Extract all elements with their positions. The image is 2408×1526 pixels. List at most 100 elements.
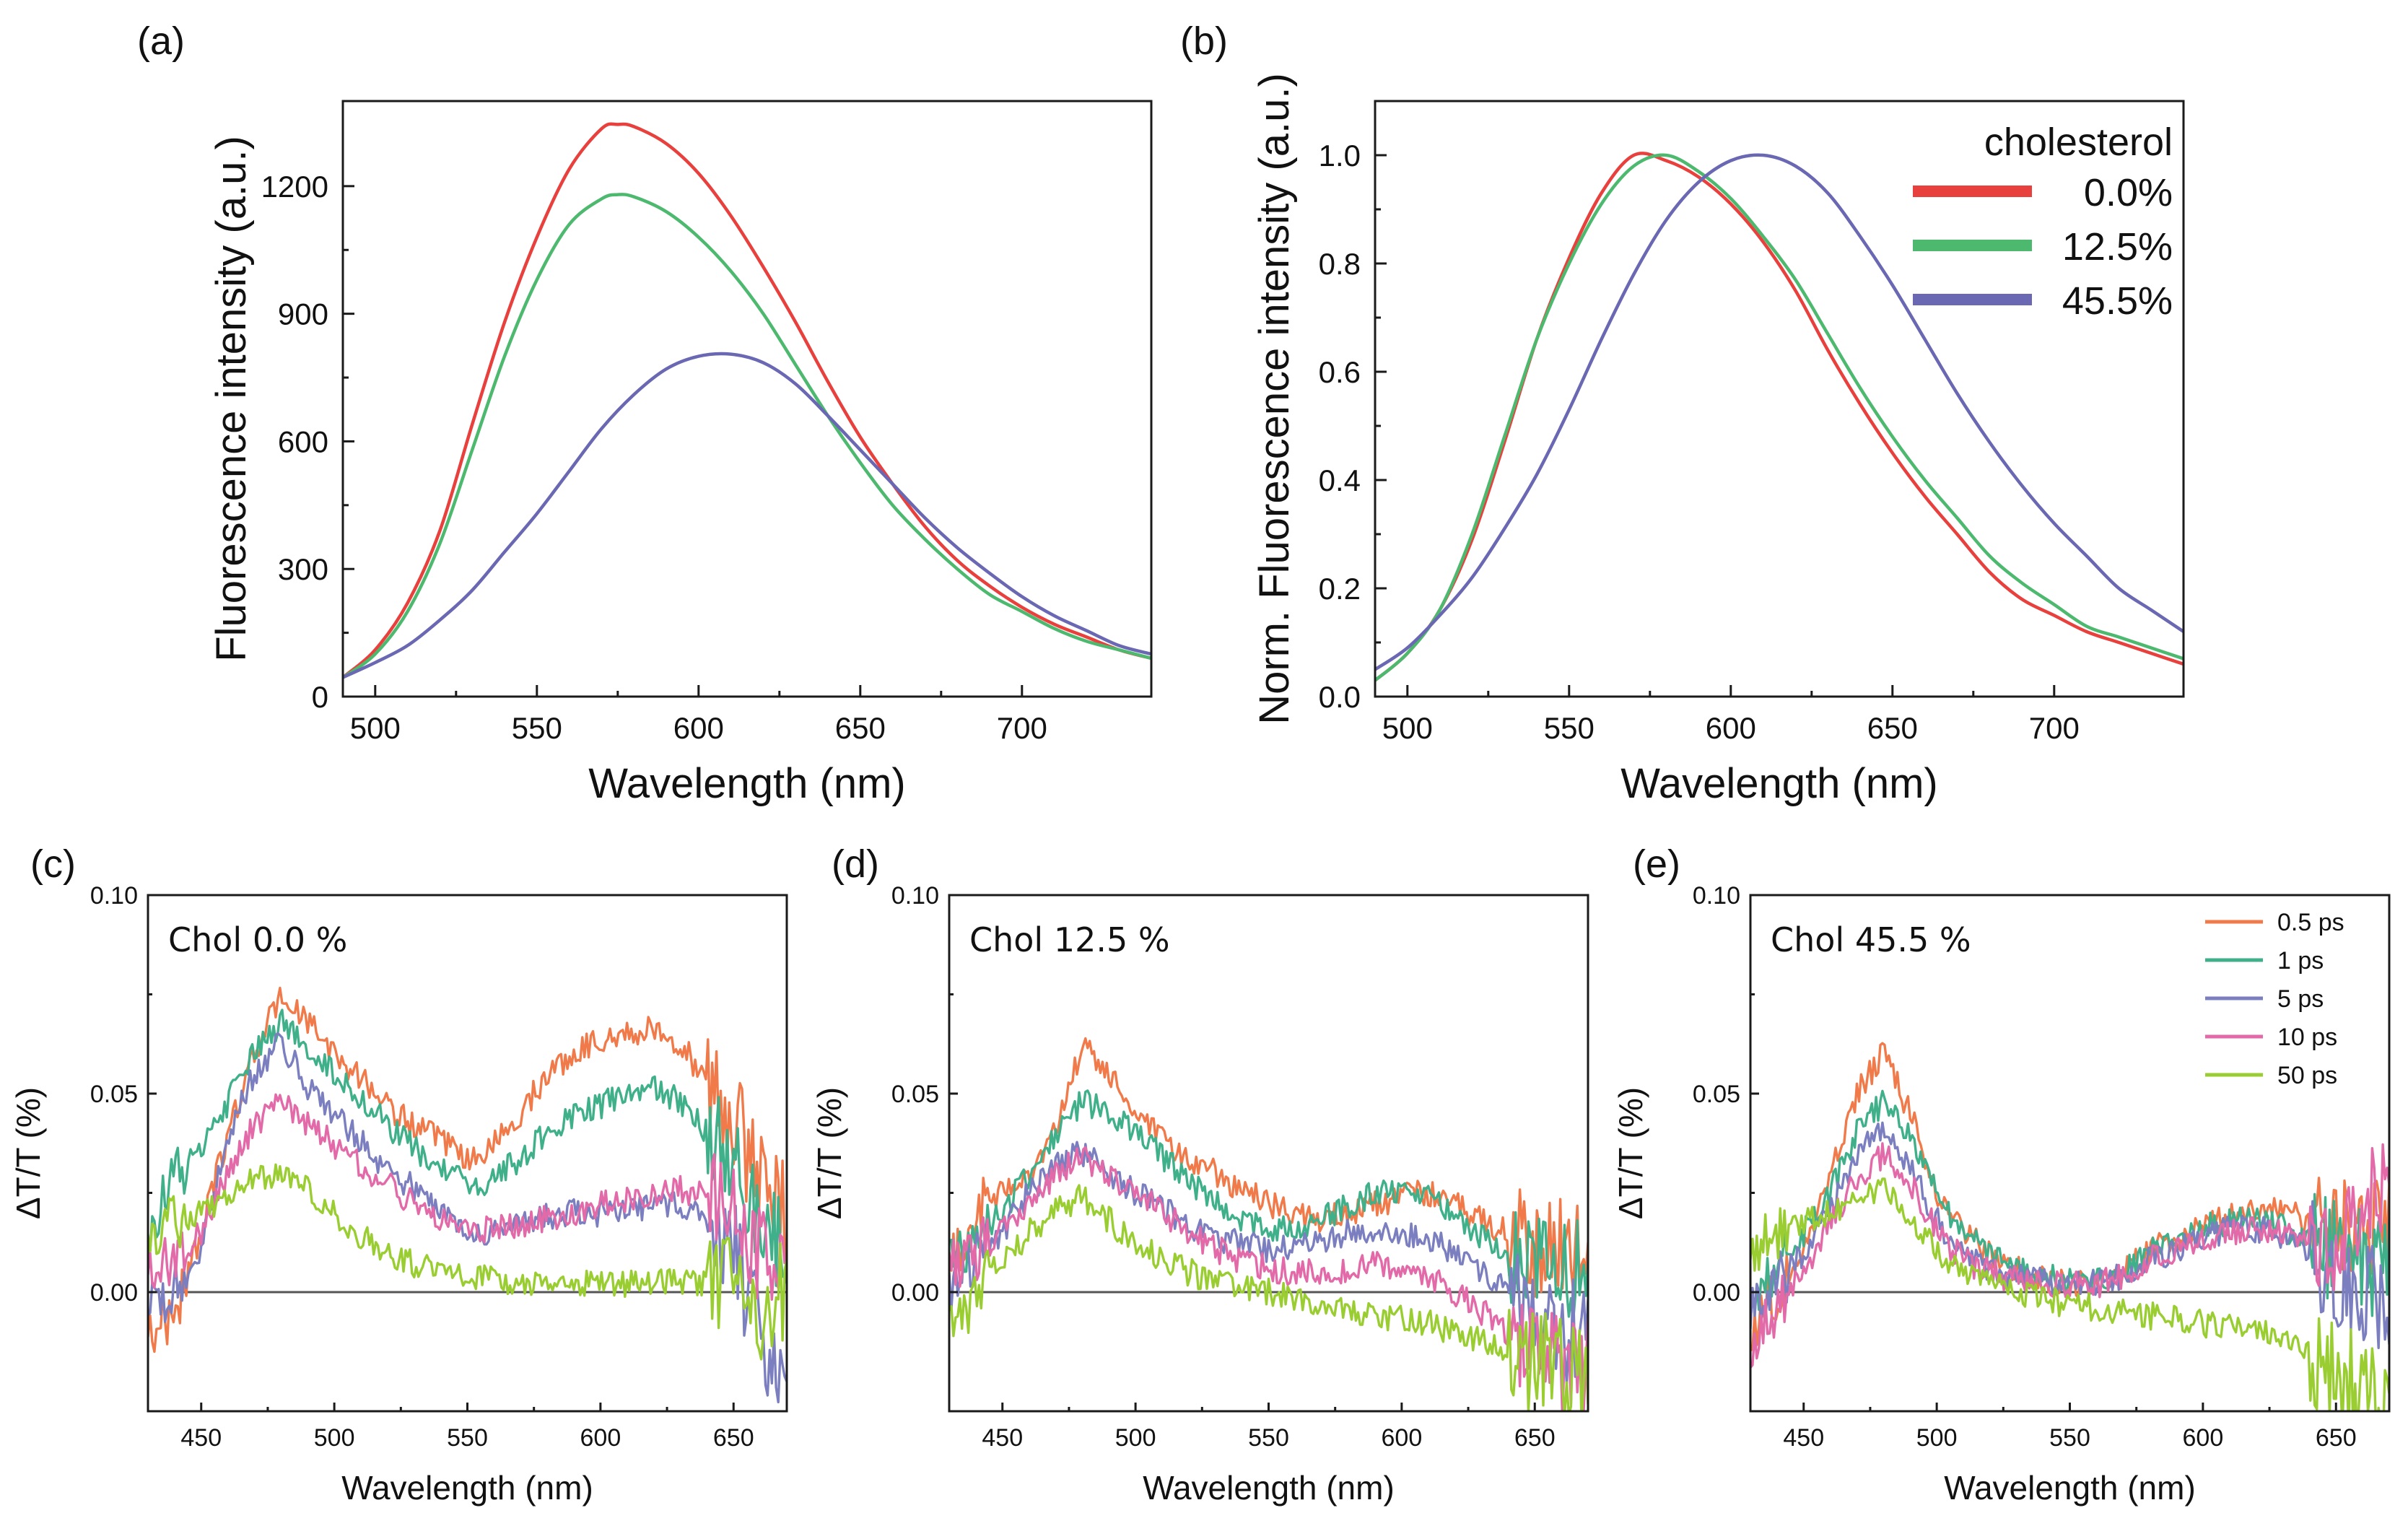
x-axis-label: Wavelength (nm)	[1620, 760, 1937, 807]
series-0-5-ps-line	[148, 986, 787, 1353]
x-tick-label: 450	[1783, 1424, 1824, 1452]
x-tick-label: 450	[180, 1424, 222, 1452]
y-tick-label: 0.2	[1319, 572, 1361, 606]
legend-label: 10 ps	[2277, 1024, 2337, 1051]
y-axis-label: ΔT/T (%)	[9, 1087, 47, 1219]
panel-label: (b)	[1180, 19, 1228, 63]
panel-a: 500 550 600 650 700 0 300 600 900 1200 Wavelength …	[137, 19, 1153, 807]
series-group	[1750, 1042, 2389, 1411]
legend-label: 5 ps	[2277, 985, 2324, 1013]
x-tick-label: 600	[2183, 1424, 2224, 1452]
y-tick-label: 0.10	[90, 882, 138, 910]
x-axis-label: Wavelength (nm)	[1944, 1469, 2196, 1507]
y-tick-label: 0.10	[891, 882, 939, 910]
x-tick-label: 500	[1382, 711, 1433, 745]
legend-title: cholesterol	[1984, 121, 2173, 164]
series-0-0-line	[1375, 152, 2184, 682]
y-tick-label: 0.05	[90, 1081, 138, 1108]
series-10-ps-line	[1750, 1142, 2389, 1369]
x-tick-label: 600	[1706, 711, 1756, 745]
y-tick-label: 600	[278, 424, 328, 458]
y-tick-label: 0.10	[1693, 882, 1740, 910]
x-tick-label: 650	[713, 1424, 754, 1452]
x-tick-label: 700	[2029, 711, 2080, 745]
x-tick-label: 500	[314, 1424, 355, 1452]
annotation-text: Chol 45.5 %	[1771, 920, 1971, 959]
annotation-text: Chol 0.0 %	[168, 920, 347, 959]
y-tick-label: 0	[312, 680, 328, 714]
y-axis-label: ΔT/T (%)	[811, 1087, 848, 1219]
y-tick-label: 0.0	[1319, 680, 1361, 714]
x-tick-label: 500	[1115, 1424, 1156, 1452]
series-group	[1375, 152, 2184, 682]
x-tick-label: 550	[447, 1424, 488, 1452]
y-tick-label: 900	[278, 297, 328, 331]
x-tick-label: 550	[1248, 1424, 1289, 1452]
y-axis-label: ΔT/T (%)	[1612, 1087, 1649, 1219]
series-1-ps-line	[1750, 1089, 2389, 1317]
annotation-text: Chol 12.5 %	[969, 920, 1170, 959]
series-45-5-line	[343, 352, 1151, 679]
series-10-ps-line	[949, 1146, 1588, 1411]
x-tick-label: 650	[1514, 1424, 1556, 1452]
legend-label: 0.5 ps	[2277, 909, 2344, 936]
x-tick-label: 650	[1867, 711, 1918, 745]
panel-label: (c)	[30, 842, 76, 886]
x-tick-label: 650	[2316, 1424, 2357, 1452]
y-tick-label: 0.4	[1319, 463, 1361, 497]
x-axis-label: Wavelength (nm)	[341, 1469, 593, 1507]
x-tick-label: 550	[2049, 1424, 2090, 1452]
x-tick-label: 550	[1544, 711, 1595, 745]
x-tick-label: 600	[1382, 1424, 1423, 1452]
y-tick-label: 300	[278, 552, 328, 586]
panel-label: (d)	[832, 842, 879, 886]
series-0-0-line	[343, 122, 1151, 679]
legend-label: 45.5%	[2062, 279, 2173, 323]
series-50-ps-line	[1750, 1177, 2389, 1411]
legend-label: 50 ps	[2277, 1062, 2337, 1089]
panel-d: 450 500 550 600 650 0.00 0.05 0.10 Wavelength (n…	[811, 842, 1589, 1507]
y-tick-label: 1.0	[1319, 139, 1361, 173]
x-tick-label: 600	[580, 1424, 621, 1452]
series-12-5-line	[343, 193, 1151, 679]
y-axis-label: Norm. Fluorescence intensity (a.u.)	[1251, 73, 1298, 725]
series-50-ps-line	[148, 1163, 787, 1361]
series-0-5-ps-line	[949, 1037, 1588, 1298]
x-tick-label: 700	[997, 711, 1047, 745]
x-axis-label: Wavelength (nm)	[588, 760, 905, 807]
series-group	[949, 1037, 1588, 1411]
x-tick-label: 650	[835, 711, 886, 745]
y-tick-label: 0.8	[1319, 247, 1361, 281]
panel-label: (a)	[137, 19, 185, 63]
y-tick-label: 0.05	[891, 1081, 939, 1108]
series-1-ps-line	[949, 1089, 1588, 1324]
y-tick-label: 0.00	[90, 1279, 138, 1307]
series-1-ps-line	[148, 1008, 787, 1287]
legend-label: 0.0%	[2084, 171, 2173, 214]
series-group	[343, 122, 1151, 679]
x-axis-label: Wavelength (nm)	[1143, 1469, 1395, 1507]
y-tick-label: 0.00	[1693, 1279, 1740, 1307]
plot-frame	[1374, 100, 2185, 698]
series-5-ps-line	[148, 1032, 787, 1404]
y-tick-label: 0.00	[891, 1279, 939, 1307]
plot-frame	[341, 100, 1153, 698]
series-group	[148, 986, 787, 1404]
series-5-ps-line	[949, 1141, 1588, 1385]
series-10-ps-line	[148, 1093, 787, 1301]
panel-c: 450 500 550 600 650 0.00 0.05 0.10 Wavelength (n…	[9, 842, 788, 1507]
panel-e: 450 500 550 600 650 0.00 0.05 0.10 Wavelength (n…	[1612, 842, 2391, 1507]
x-tick-label: 500	[1916, 1424, 1958, 1452]
series-45-5-line	[1375, 153, 2184, 671]
panel-b: 500 550 600 650 700 0.0 0.2 0.4 0.6 0.8 1.0 Wavelen…	[1180, 19, 2185, 807]
panel-label: (e)	[1633, 842, 1680, 886]
y-axis-label: Fluorescence intensity (a.u.)	[208, 136, 255, 662]
y-tick-label: 0.05	[1693, 1081, 1740, 1108]
legend-label: 12.5%	[2062, 225, 2173, 269]
y-tick-label: 0.6	[1319, 355, 1361, 389]
legend: cholesterol 0.0% 12.5% 45.5%	[1913, 121, 2173, 323]
x-tick-label: 450	[982, 1424, 1023, 1452]
x-tick-label: 550	[512, 711, 562, 745]
x-tick-label: 500	[350, 711, 401, 745]
